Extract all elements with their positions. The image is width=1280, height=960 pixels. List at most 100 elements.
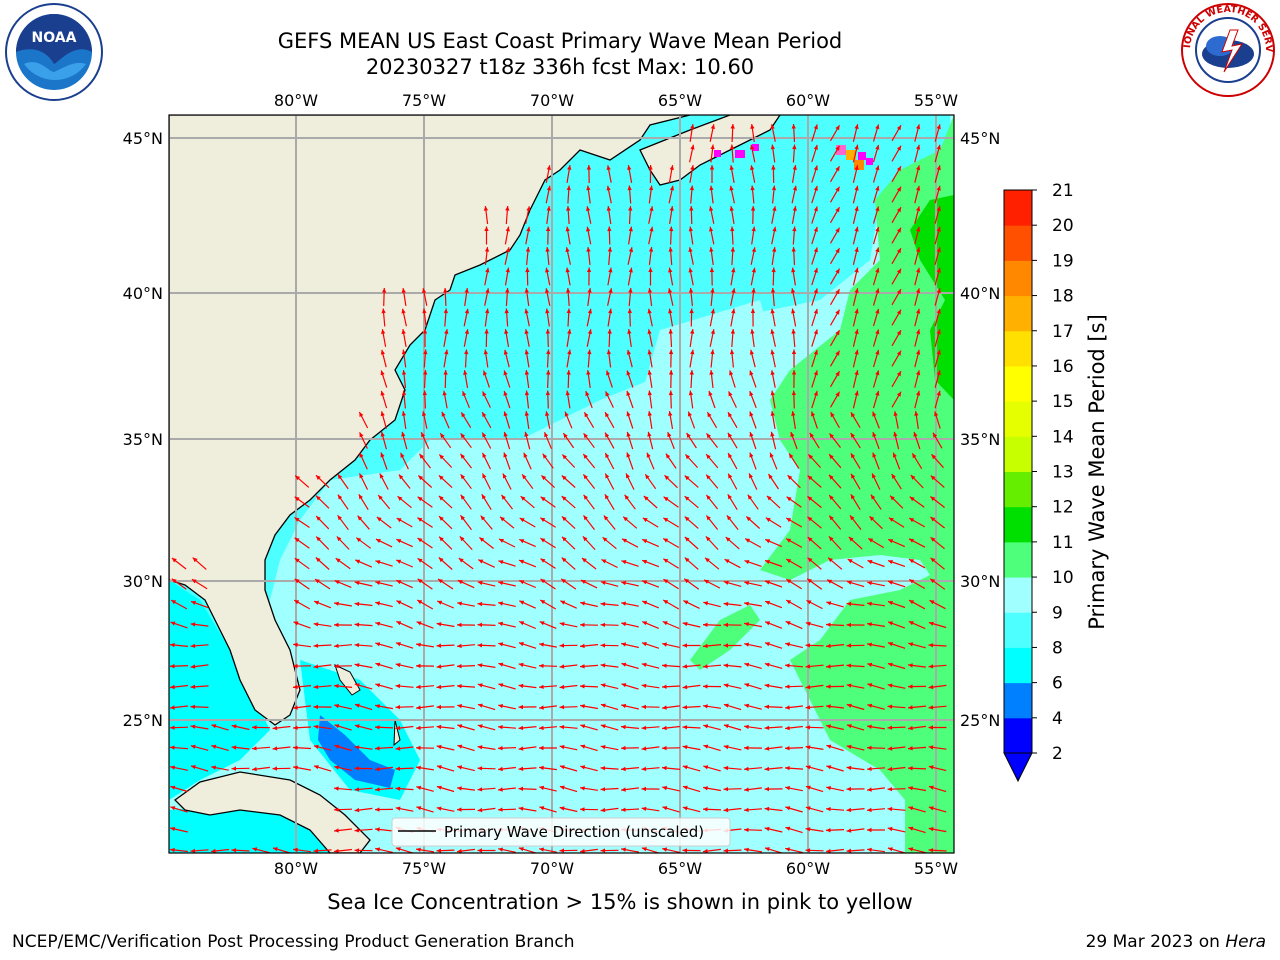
wave-arrow-head [293,621,299,626]
footer-date-text: 29 Mar 2023 on [1085,932,1226,952]
wave-arrow-head [518,642,524,647]
wave-arrow-head [936,226,941,232]
wave-arrow-head [704,579,709,584]
wave-arrow-head [872,452,877,458]
wave-arrow-head [807,475,813,481]
wave-arrow-head [436,848,442,853]
colorbar-tick-label: 11 [1052,533,1074,553]
wave-arrow-head [813,247,818,253]
wave-arrow-head [313,684,319,690]
colorbar-tick-label: 8 [1052,638,1063,658]
wave-arrow-head [524,370,530,375]
wave-arrow-head [749,349,754,355]
wave-arrow-head [744,807,749,812]
wave-arrow-head [729,165,734,170]
wave-arrow-head [545,267,550,273]
wave-arrow-head [662,642,667,647]
wave-arrow-head [805,765,811,770]
wave-arrow-head [772,226,777,232]
wave-arrow-head [835,330,840,336]
wave-arrow-head [580,622,585,628]
wave-arrow-head [710,329,715,334]
wave-arrow-head [192,557,198,563]
lat-tick-left-3: 35°N [123,430,163,449]
wave-arrow-head [912,453,917,459]
wave-arrow-head [723,643,728,648]
colorbar-extend-min [1003,752,1033,783]
wave-arrow-head [668,411,673,416]
wave-arrow-head [770,411,775,416]
wave-arrow-head [703,622,708,627]
wave-arrow-head [626,431,631,437]
wave-arrow-head [744,847,749,852]
wave-arrow-head [916,226,921,232]
wave-arrow-head [623,516,628,522]
wave-arrow-head [334,828,339,833]
wave-arrow-head [505,247,511,253]
wave-arrow-head [586,267,592,272]
wave-arrow-head [690,144,695,150]
wave-arrow-head [457,684,462,689]
wave-arrow-head [875,144,880,150]
wave-arrow-head [354,848,360,853]
wave-arrow-head [604,494,609,500]
lon-tick-bottom-4: 65°W [658,859,702,878]
wave-arrow-head [792,226,797,232]
wave-arrow-head [485,308,490,314]
wave-arrow-head [395,683,401,689]
wave-arrow-head [559,664,565,669]
wave-arrow-head [422,390,427,396]
wave-arrow-head [621,807,626,812]
colorbar-segment [1004,436,1032,472]
wave-arrow-head [518,746,524,751]
wave-arrow-head [580,807,585,812]
wave-arrow-head [791,247,796,252]
wave-arrow-head [416,806,422,811]
lat-tick-left-4: 30°N [123,572,163,591]
wave-arrow-head [887,725,893,730]
wave-arrow-head [709,267,715,272]
wave-arrow-head [375,560,381,565]
wave-arrow-head [710,349,715,355]
colorbar-tick-label: 15 [1052,392,1074,412]
wave-arrow-head [888,517,894,522]
wave-arrow-head [826,765,832,770]
wave-arrow-head [457,765,463,770]
wave-arrow-head [190,622,196,627]
colorbar-segment [1004,577,1032,613]
wave-arrow-head [395,786,401,791]
wave-arrow-head [931,454,937,460]
wave-arrow-head [498,580,504,586]
wave-arrow-head [792,185,798,191]
wave-arrow-head [807,496,813,501]
colorbar-segment [1004,260,1032,297]
wave-arrow-head [854,206,859,212]
wave-arrow-head [642,580,648,585]
wave-arrow-head [835,227,840,233]
wave-arrow-head [498,787,503,792]
wave-arrow-head [829,515,834,521]
wave-arrow-head [395,746,401,751]
wave-arrow-head [171,578,177,584]
wave-arrow-head [540,600,546,605]
wave-arrow-head [750,206,756,211]
wave-arrow-head [170,684,175,690]
wave-arrow-head [703,664,708,669]
wave-arrow-head [606,349,612,355]
wave-arrow-head [401,288,406,293]
wave-arrow-head [464,288,469,293]
wave-arrow-head [723,663,729,668]
wave-arrow-head [896,309,901,315]
wave-arrow-head [396,539,402,544]
wave-arrow-head [750,165,755,170]
wave-arrow-head [484,247,490,252]
wave-arrow-head [375,827,380,832]
wave-arrow-head [936,390,941,396]
wave-arrow-head [542,453,548,459]
wave-arrow-head [928,725,933,730]
wave-arrow-head [669,226,674,232]
wave-arrow-head [813,370,818,376]
wave-arrow-head [628,206,633,211]
wave-arrow-head [395,662,401,668]
wave-arrow-head [749,144,755,150]
